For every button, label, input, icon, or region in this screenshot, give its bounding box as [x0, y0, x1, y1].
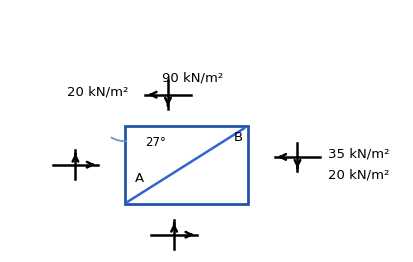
- Text: 90 kN/m²: 90 kN/m²: [161, 71, 223, 84]
- Text: 20 kN/m²: 20 kN/m²: [328, 168, 389, 182]
- Text: 27°: 27°: [145, 136, 166, 149]
- Text: 20 kN/m²: 20 kN/m²: [67, 86, 128, 99]
- Text: B: B: [233, 131, 242, 144]
- Bar: [124, 126, 247, 204]
- Text: 35 kN/m²: 35 kN/m²: [328, 148, 389, 161]
- Text: A: A: [135, 172, 144, 185]
